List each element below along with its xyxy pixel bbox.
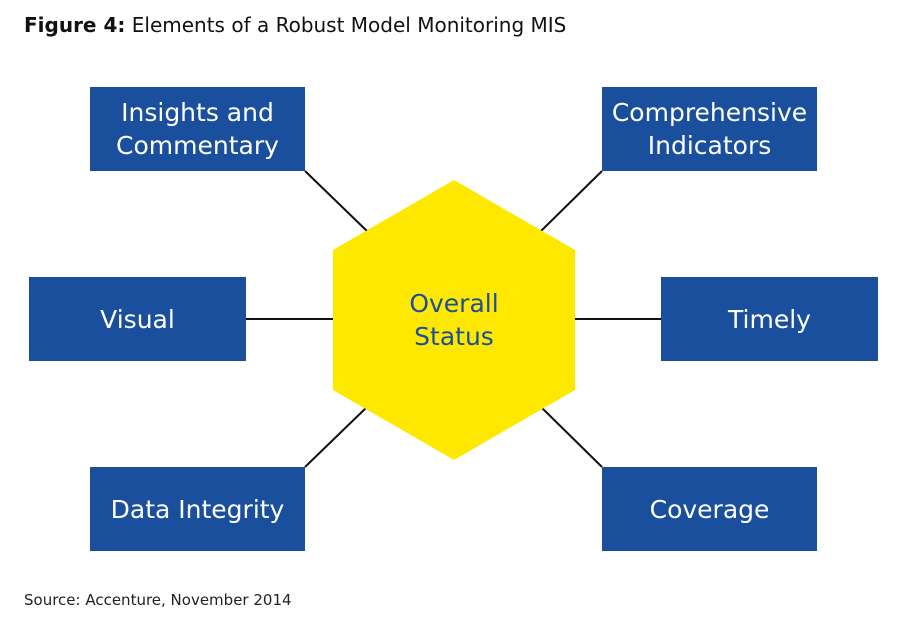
box-coverage: Coverage bbox=[602, 467, 817, 551]
box-comprehensive-line2: Indicators bbox=[647, 131, 772, 160]
overall-status-line1: Overall bbox=[409, 289, 499, 318]
box-insights-commentary: Insights and Commentary bbox=[90, 87, 305, 171]
overall-status-hexagon bbox=[333, 180, 575, 460]
connector-comprehensive bbox=[539, 170, 603, 233]
box-timely-label: Timely bbox=[728, 304, 811, 334]
box-coverage-label: Coverage bbox=[649, 494, 770, 524]
box-insights-line2: Commentary bbox=[116, 131, 279, 160]
overall-status-label: Overall Status bbox=[333, 180, 575, 460]
connector-insights bbox=[304, 170, 369, 233]
overall-status-line2: Status bbox=[414, 322, 494, 351]
figure-title-text: Elements of a Robust Model Monitoring MI… bbox=[131, 13, 567, 37]
box-visual: Visual bbox=[29, 277, 246, 361]
box-comprehensive-indicators: Comprehensive Indicators bbox=[602, 87, 817, 171]
box-data-integrity-label: Data Integrity bbox=[110, 494, 285, 524]
figure-label: Figure 4: bbox=[24, 13, 126, 37]
box-comprehensive-line1: Comprehensive bbox=[611, 98, 808, 127]
box-data-integrity: Data Integrity bbox=[90, 467, 305, 551]
box-visual-label: Visual bbox=[100, 304, 175, 334]
figure-title: Figure 4: Elements of a Robust Model Mon… bbox=[24, 13, 566, 37]
connector-data-integrity bbox=[304, 405, 369, 468]
box-insights-line1: Insights and bbox=[121, 98, 274, 127]
box-timely: Timely bbox=[661, 277, 878, 361]
connector-coverage bbox=[539, 405, 603, 468]
source-note: Source: Accenture, November 2014 bbox=[24, 591, 292, 609]
